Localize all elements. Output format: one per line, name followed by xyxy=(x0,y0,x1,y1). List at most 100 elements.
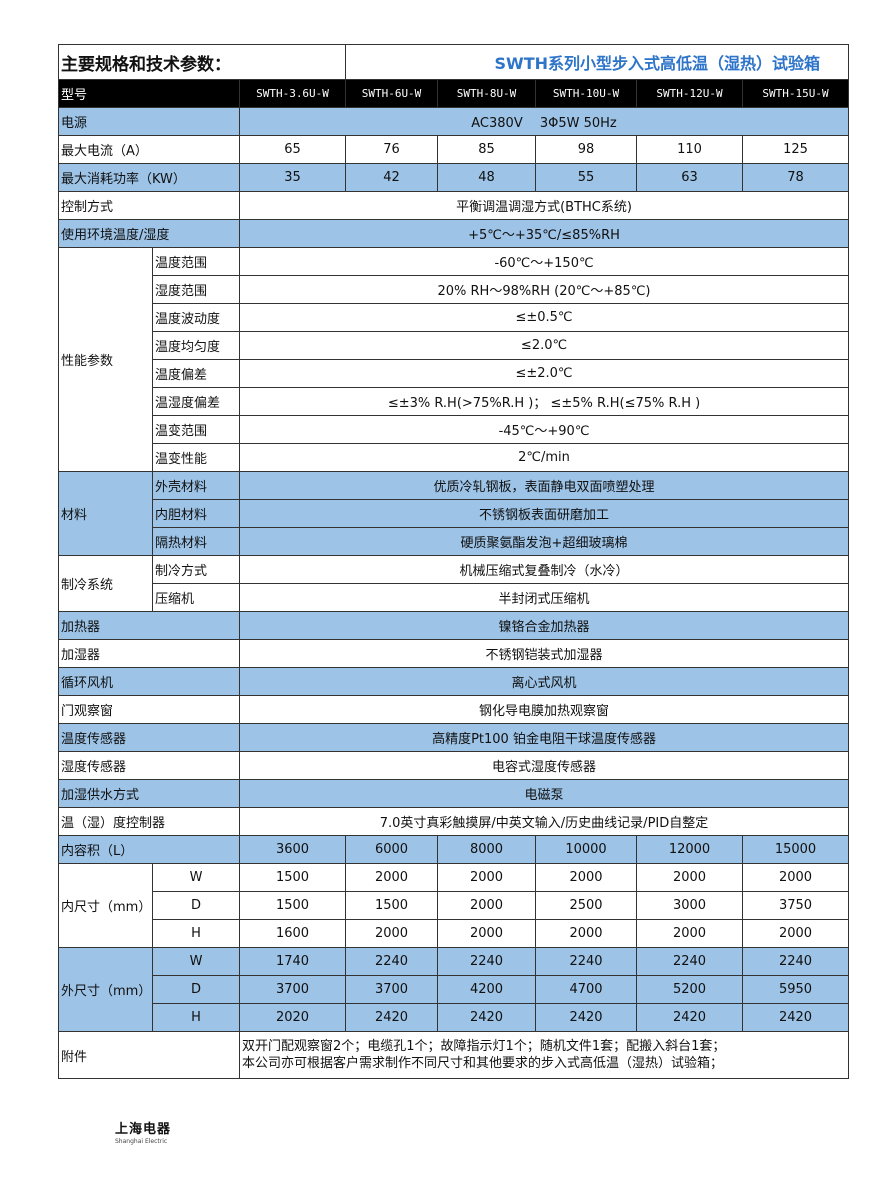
group-label: 材料 xyxy=(58,471,153,556)
cell-value: 63 xyxy=(636,163,744,192)
row-value: 机械压缩式复叠制冷（水冷） xyxy=(238,555,850,584)
table-row: 最大消耗功率（KW） 35 42 48 55 63 78 xyxy=(58,163,850,192)
model-name: SWTH-8U-W xyxy=(437,79,537,108)
cell-value: 3750 xyxy=(742,891,850,920)
table-row: 内尺寸（mm） W 1500 2000 2000 2000 2000 2000 xyxy=(58,863,850,948)
accessories-label: 附件 xyxy=(58,1031,240,1079)
cell-value: 1500 xyxy=(345,891,439,920)
accessories-line: 双开门配观察窗2个；电缆孔1个；故障指示灯1个；随机文件1套；配搬入斜台1套； xyxy=(242,1039,726,1054)
table-row: 内容积（L） 3600 6000 8000 10000 12000 15000 xyxy=(58,835,850,864)
cell-value: 2000 xyxy=(742,863,850,892)
row-label: 加湿供水方式 xyxy=(58,779,240,808)
cell-value: 1600 xyxy=(238,919,347,948)
cell-value: 110 xyxy=(636,135,744,164)
logo-en: Shanghai Electric xyxy=(115,1138,168,1145)
cell-value: 1740 xyxy=(238,947,347,976)
sub-label: 温度偏差 xyxy=(152,359,240,388)
cell-value: 35 xyxy=(238,163,347,192)
sub-label: D xyxy=(152,891,240,920)
cell-value: 3600 xyxy=(238,835,347,864)
sub-label: 内胆材料 xyxy=(152,499,240,528)
group-label: 性能参数 xyxy=(58,247,153,472)
row-value: 平衡调温调湿方式(BTHC系统) xyxy=(238,191,850,220)
cell-value: 2420 xyxy=(535,1003,638,1032)
table-row: D 3700 3700 4200 4700 5200 5950 xyxy=(59,975,850,1004)
row-value: 硬质聚氨酯发泡+超细玻璃棉 xyxy=(238,527,850,556)
group-label: 外尺寸（mm） xyxy=(58,947,153,1032)
table-row: 温湿度偏差 ≤±3% R.H(>75%R.H )； ≤±5% R.H(≤75% R… xyxy=(59,387,850,416)
table-row: 温（湿）度控制器 7.0英寸真彩触摸屏/中英文输入/历史曲线记录/PID自整定 xyxy=(58,807,850,836)
sub-label: 温度波动度 xyxy=(152,303,240,332)
cell-value: 2020 xyxy=(238,1003,347,1032)
table-row: 温变性能 2℃/min xyxy=(59,443,850,472)
cell-value: 2420 xyxy=(345,1003,439,1032)
cell-value: 2420 xyxy=(742,1003,850,1032)
accessories-line: 本公司亦可根据客户需求制作不同尺寸和其他要求的步入式高低温（湿热）试验箱； xyxy=(242,1056,724,1071)
table-row: 隔热材料 硬质聚氨酯发泡+超细玻璃棉 xyxy=(59,527,850,556)
cell-value: 2500 xyxy=(535,891,638,920)
sub-label: H xyxy=(152,1003,240,1032)
row-value: +5℃～+35℃/≤85%RH xyxy=(238,219,850,248)
row-value: -45℃～+90℃ xyxy=(238,415,850,444)
row-label: 内容积（L） xyxy=(58,835,240,864)
row-value: ≤2.0℃ xyxy=(238,331,850,360)
cell-value: 78 xyxy=(742,163,850,192)
row-label: 使用环境温度/湿度 xyxy=(58,219,240,248)
cell-value: 125 xyxy=(742,135,850,164)
accessories-value: 双开门配观察窗2个；电缆孔1个；故障指示灯1个；随机文件1套；配搬入斜台1套； 本… xyxy=(238,1031,850,1079)
cell-value: 2240 xyxy=(742,947,850,976)
cell-value: 2240 xyxy=(535,947,638,976)
model-name: SWTH-15U-W xyxy=(742,79,850,108)
model-name: SWTH-6U-W xyxy=(345,79,439,108)
sub-label: 制冷方式 xyxy=(152,555,240,584)
cell-value: 2420 xyxy=(636,1003,744,1032)
cell-value: 2240 xyxy=(345,947,439,976)
cell-value: 15000 xyxy=(742,835,850,864)
sub-label: 压缩机 xyxy=(152,583,240,612)
table-row: 湿度范围 20% RH～98%RH (20℃～+85℃) xyxy=(59,275,850,304)
sub-label: D xyxy=(152,975,240,1004)
table-row: 压缩机 半封闭式压缩机 xyxy=(59,583,850,612)
table-row: 温度波动度 ≤±0.5℃ xyxy=(59,303,850,332)
row-value: 钢化导电膜加热观察窗 xyxy=(238,695,850,724)
sub-label: 湿度范围 xyxy=(152,275,240,304)
company-logo: 上海电器 Shanghai Electric xyxy=(115,1118,171,1145)
cell-value: 12000 xyxy=(636,835,744,864)
spec-table: 主要规格和技术参数： SWTH系列小型步入式高低温（湿热）试验箱 型号 SWTH… xyxy=(57,44,850,1079)
row-value: ≤±2.0℃ xyxy=(238,359,850,388)
cell-value: 2000 xyxy=(535,919,638,948)
cell-value: 3000 xyxy=(636,891,744,920)
sub-label: W xyxy=(152,863,240,892)
series-title: SWTH系列小型步入式高低温（湿热）试验箱 xyxy=(345,44,850,80)
model-label: 型号 xyxy=(58,79,240,108)
group-label: 内尺寸（mm） xyxy=(58,863,153,948)
cell-value: 2000 xyxy=(535,863,638,892)
cell-value: 2000 xyxy=(636,863,744,892)
row-value: 半封闭式压缩机 xyxy=(238,583,850,612)
cell-value: 2240 xyxy=(636,947,744,976)
table-row: 外尺寸（mm） W 1740 2240 2240 2240 2240 2240 xyxy=(58,947,850,1032)
row-label: 温（湿）度控制器 xyxy=(58,807,240,836)
row-value: 不锈钢板表面研磨加工 xyxy=(238,499,850,528)
row-value: 离心式风机 xyxy=(238,667,850,696)
cell-value: 2420 xyxy=(437,1003,537,1032)
row-label: 加热器 xyxy=(58,611,240,640)
cell-value: 1500 xyxy=(238,891,347,920)
row-label: 电源 xyxy=(58,107,240,136)
cell-value: 2000 xyxy=(345,863,439,892)
row-label: 湿度传感器 xyxy=(58,751,240,780)
row-value: 高精度Pt100 铂金电阻干球温度传感器 xyxy=(238,723,850,752)
table-row: 内胆材料 不锈钢板表面研磨加工 xyxy=(59,499,850,528)
sub-label: W xyxy=(152,947,240,976)
row-value: 电容式湿度传感器 xyxy=(238,751,850,780)
row-label: 最大电流（A） xyxy=(58,135,240,164)
cell-value: 2000 xyxy=(437,919,537,948)
row-value: 2℃/min xyxy=(238,443,850,472)
sub-label: 温度范围 xyxy=(152,247,240,276)
row-label: 控制方式 xyxy=(58,191,240,220)
sub-label: 温变性能 xyxy=(152,443,240,472)
table-row: 循环风机 离心式风机 xyxy=(58,667,850,696)
cell-value: 1500 xyxy=(238,863,347,892)
sub-label: 温湿度偏差 xyxy=(152,387,240,416)
sub-label: 温度均匀度 xyxy=(152,331,240,360)
